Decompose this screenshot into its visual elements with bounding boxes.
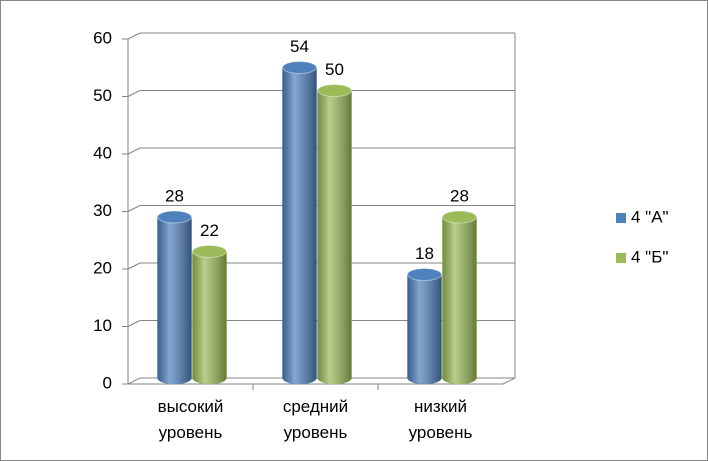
legend-label: 4 "А" [631, 207, 669, 226]
y-tick-label: 40 [93, 143, 112, 162]
bar-top [157, 210, 192, 224]
grid-line-side [127, 32, 141, 40]
bar-top [407, 268, 442, 281]
legend-swatch [616, 253, 626, 263]
grid-line-side [127, 147, 141, 155]
bar-shade [157, 217, 192, 384]
bar-shade [282, 67, 317, 384]
grid-line-side [127, 90, 141, 97]
bar-top [282, 61, 317, 74]
legend-swatch [616, 213, 626, 223]
data-label: 50 [325, 60, 344, 79]
bar-top [317, 84, 352, 97]
y-tick-label: 30 [93, 201, 112, 220]
y-tick-label: 0 [103, 373, 112, 392]
y-tick-label: 20 [93, 258, 112, 277]
y-tick-label: 50 [93, 86, 112, 105]
data-label: 22 [200, 221, 219, 240]
bar-shade [192, 251, 227, 384]
data-label: 28 [165, 186, 184, 205]
bar-shade [317, 90, 352, 384]
data-label: 54 [290, 37, 309, 56]
data-label: 18 [415, 244, 434, 263]
bar-top [192, 245, 227, 258]
x-tick-label: высокий уровень [158, 397, 224, 442]
grid-line-side [127, 205, 141, 212]
data-label: 28 [450, 186, 469, 205]
bar-shade [442, 217, 477, 384]
grid-line-side [127, 262, 141, 270]
x-tick-label: низкий уровень [409, 397, 473, 442]
floor-edge [502, 377, 516, 385]
x-tick-label: средний уровень [283, 397, 348, 442]
y-tick-label: 60 [93, 28, 112, 47]
y-tick-label: 10 [93, 316, 112, 335]
legend-label: 4 "Б" [631, 247, 668, 266]
grid-line-side [127, 377, 141, 385]
bar-top [442, 210, 477, 224]
grid-line-side [127, 320, 141, 327]
bar-shade [407, 274, 442, 384]
